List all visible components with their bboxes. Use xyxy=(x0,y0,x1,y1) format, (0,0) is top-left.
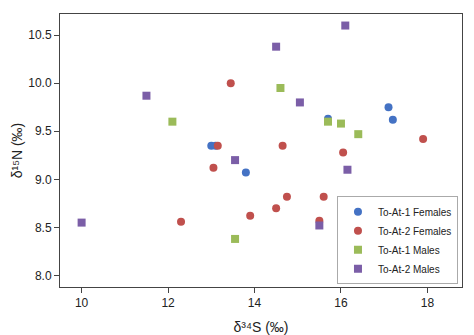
svg-text:8.5: 8.5 xyxy=(35,221,52,235)
svg-text:10.5: 10.5 xyxy=(28,28,52,42)
svg-text:9.0: 9.0 xyxy=(35,173,52,187)
svg-text:To-At-1 Males: To-At-1 Males xyxy=(378,245,440,256)
svg-text:8.0: 8.0 xyxy=(35,269,52,283)
svg-text:To-At-2 Females: To-At-2 Females xyxy=(378,226,451,237)
svg-text:10.0: 10.0 xyxy=(28,76,52,90)
svg-text:16: 16 xyxy=(334,296,348,310)
svg-text:14: 14 xyxy=(248,296,262,310)
svg-text:12: 12 xyxy=(161,296,175,310)
svg-text:10: 10 xyxy=(75,296,89,310)
svg-text:δ³⁴S (‰): δ³⁴S (‰) xyxy=(233,319,288,335)
svg-text:9.5: 9.5 xyxy=(35,124,52,138)
svg-text:18: 18 xyxy=(421,296,435,310)
svg-text:To-At-2 Males: To-At-2 Males xyxy=(378,264,440,275)
svg-text:δ¹⁵N (‰): δ¹⁵N (‰) xyxy=(9,123,25,179)
svg-text:To-At-1 Females: To-At-1 Females xyxy=(378,207,451,218)
